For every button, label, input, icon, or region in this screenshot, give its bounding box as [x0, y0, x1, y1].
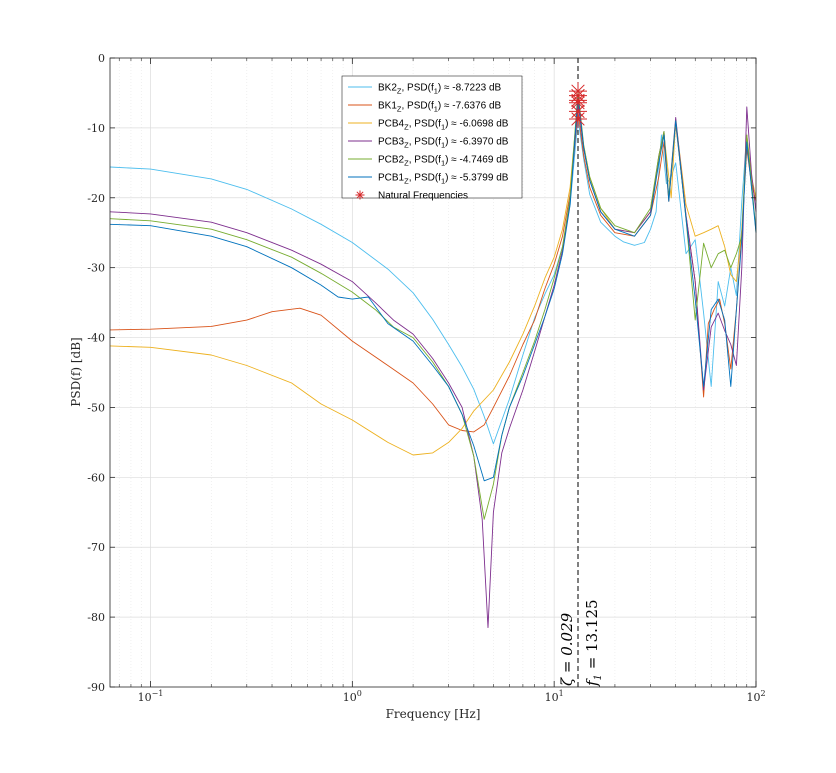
f1-base: f: [583, 678, 601, 687]
legend-label-pcb4: PCB4Z, PSD(f1) ≈ -6.0698 dB: [378, 119, 509, 132]
y-tick-label: -90: [87, 681, 105, 694]
plot-frame: [109, 57, 757, 688]
legend-label-pcb3: PCB3Z, PSD(f1) ≈ -6.3970 dB: [378, 137, 509, 150]
axis-ticks: 0 -10 -20 -30 -40 -50 -60 -70 -80 -90 10−1 100 101 10…: [87, 52, 765, 704]
natural-frequency-markers: [569, 82, 588, 128]
y-axis-label: PSD(f) [dB]: [69, 337, 83, 406]
legend-label-bk2: BK2Z, PSD(f1) ≈ -8.7223 dB: [378, 83, 502, 96]
legend-box: [341, 75, 523, 199]
legend-label-pcb2: PCB2Z, PSD(f1) ≈ -4.7469 dB: [378, 155, 509, 168]
legend: BK2Z, PSD(f1) ≈ -8.7223 dB BK1Z, PSD(f1) …: [341, 75, 523, 202]
asterisk-stroke: [571, 88, 585, 103]
legend-label-bk1: BK1Z, PSD(f1) ≈ -7.6376 dB: [378, 101, 502, 114]
y-tick-label: -80: [87, 611, 105, 624]
series-line-pcb2: [109, 90, 757, 520]
x-tick-label: 10−1: [138, 689, 164, 704]
x-axis-label: Frequency [Hz]: [386, 707, 481, 721]
y-tick-label: -20: [87, 192, 105, 205]
f1-annotation: f1 = 13.125: [583, 599, 604, 687]
zeta-annotation: ζ = 0.029: [558, 612, 576, 686]
series-line-pcb1: [109, 95, 757, 482]
y-tick-label: -30: [87, 262, 105, 275]
y-tick-label: -10: [87, 122, 105, 135]
legend-marker-natural-frequencies: [355, 190, 365, 200]
f1-sub: 1: [593, 674, 604, 680]
y-tick-label: -70: [87, 541, 105, 554]
y-tick-label: 0: [98, 52, 105, 65]
legend-label-natural-frequencies: Natural Frequencies: [378, 191, 468, 202]
y-tick-label: -40: [87, 332, 105, 345]
legend-label-pcb1: PCB1Z, PSD(f1) ≈ -5.3799 dB: [378, 173, 509, 186]
x-tick-label: 100: [343, 689, 362, 704]
asterisk-stroke: [356, 191, 364, 199]
f1-value: = 13.125: [583, 599, 601, 674]
y-tick-label: -60: [87, 471, 105, 484]
y-tick-label: -50: [87, 401, 105, 414]
grid-major: [110, 58, 756, 687]
series-line-bk2: [109, 118, 757, 445]
x-tick-label: 101: [545, 689, 564, 704]
natural-frequency-marker: [569, 86, 588, 105]
series-line-pcb3: [109, 102, 757, 629]
x-tick-label: 102: [746, 689, 765, 704]
